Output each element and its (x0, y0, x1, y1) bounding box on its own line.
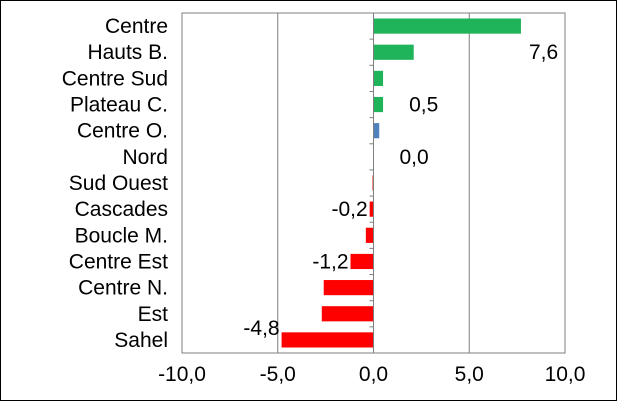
bar-centre (373, 18, 521, 34)
x-tick-label: 10,0 (545, 363, 586, 386)
bar-centre-o (373, 123, 380, 139)
bar-sahel (281, 332, 374, 348)
x-tick-label: 5,0 (455, 363, 484, 386)
data-label: 7,6 (529, 41, 558, 64)
category-label: Plateau C. (70, 94, 168, 117)
bar-hauts-b (373, 44, 414, 60)
category-label: Sahel (114, 329, 168, 352)
x-tick-label: 0,0 (359, 363, 388, 386)
bar-boucle-m (365, 227, 374, 243)
bar-centre-sud (373, 70, 384, 86)
x-tick-label: -10,0 (158, 363, 206, 386)
data-label: -4,8 (243, 317, 279, 340)
bar-centre-n (323, 280, 374, 296)
bar-centre-est (350, 253, 374, 270)
category-label: Sud Ouest (69, 172, 168, 195)
category-label: Boucle M. (75, 224, 168, 247)
data-label: -0,2 (331, 198, 367, 221)
category-label: Centre N. (78, 277, 168, 300)
category-label: Centre Sud (62, 67, 168, 90)
category-label: Hauts B. (87, 41, 168, 64)
bar-plateau-c (373, 96, 384, 113)
category-label: Est (138, 303, 169, 326)
bar-cascades (369, 201, 374, 217)
category-label: Centre (105, 15, 168, 38)
category-label: Centre O. (77, 120, 168, 143)
data-label: 0,5 (409, 94, 438, 117)
category-label: Nord (122, 146, 168, 169)
x-tick-label: -5,0 (260, 363, 296, 386)
category-label: Cascades (75, 198, 168, 221)
bar-est (321, 306, 374, 322)
data-label: -1,2 (312, 250, 348, 273)
category-label: Centre Est (69, 250, 168, 273)
data-label: 0,0 (400, 146, 429, 169)
